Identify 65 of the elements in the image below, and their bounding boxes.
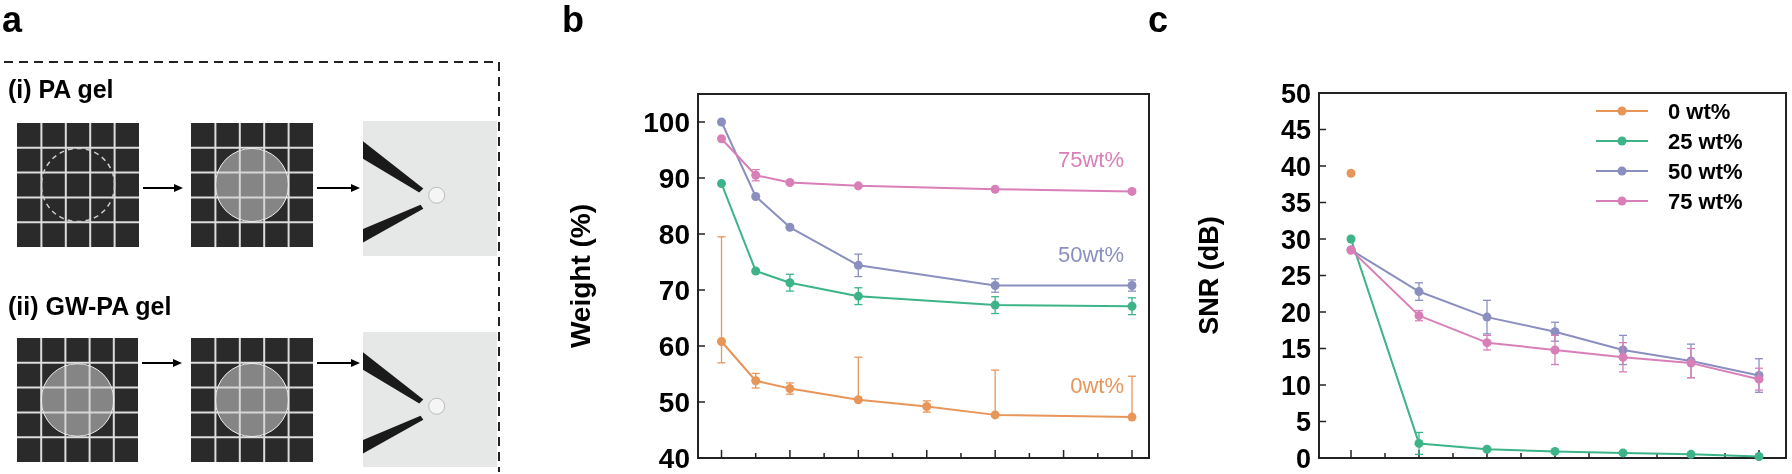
legend-label: 50 wt% bbox=[1668, 158, 1743, 184]
point bbox=[990, 184, 1000, 194]
point bbox=[1482, 444, 1492, 454]
point bbox=[990, 410, 1000, 420]
y-tick-label: 45 bbox=[1280, 115, 1311, 146]
y-tick-label: 70 bbox=[658, 275, 690, 307]
point bbox=[1754, 452, 1764, 462]
point bbox=[853, 181, 863, 191]
text: (i) PA gel bbox=[8, 75, 114, 103]
point bbox=[1414, 287, 1424, 297]
point bbox=[785, 177, 795, 187]
y-tick-label: 40 bbox=[1280, 151, 1311, 182]
y-tick-label: 35 bbox=[1280, 188, 1311, 219]
y-tick-label: 50 bbox=[658, 387, 690, 419]
legend-label: 75 wt% bbox=[1668, 188, 1743, 214]
point bbox=[1618, 352, 1628, 362]
y-tick-label: 25 bbox=[1280, 261, 1311, 292]
point bbox=[785, 222, 795, 232]
y-tick-label: 30 bbox=[1280, 224, 1311, 255]
point bbox=[1550, 446, 1560, 456]
point bbox=[1618, 448, 1628, 458]
point bbox=[751, 266, 761, 276]
point bbox=[1482, 338, 1492, 348]
y-axis-title: SNR (dB) bbox=[1194, 216, 1224, 335]
point bbox=[1686, 449, 1696, 459]
legend-label: 0 wt% bbox=[1668, 98, 1731, 124]
y-tick-label: 15 bbox=[1280, 334, 1311, 365]
chart-title: b bbox=[562, 0, 584, 40]
series-label: 50wt% bbox=[1057, 241, 1124, 267]
point bbox=[990, 300, 1000, 310]
y-tick-label: 100 bbox=[643, 107, 690, 139]
y-axis-title: Weight (%) bbox=[565, 203, 596, 349]
point bbox=[1482, 312, 1492, 322]
y-tick-label: 0 bbox=[1295, 443, 1311, 474]
y-tick-label: 60 bbox=[658, 331, 690, 363]
point bbox=[1550, 345, 1560, 355]
y-tick-label: 5 bbox=[1295, 407, 1311, 438]
text: a bbox=[2, 0, 23, 40]
point bbox=[1127, 186, 1137, 196]
legend-label: 25 wt% bbox=[1668, 128, 1743, 154]
text: (ii) GW-PA gel bbox=[8, 292, 172, 320]
point bbox=[853, 260, 863, 270]
point bbox=[717, 117, 726, 127]
y-tick-label: 10 bbox=[1280, 370, 1311, 401]
point bbox=[785, 278, 795, 288]
y-tick-label: 80 bbox=[658, 219, 690, 251]
chart-title: c bbox=[1148, 0, 1169, 40]
point bbox=[1127, 301, 1137, 311]
y-tick-label: 20 bbox=[1280, 297, 1311, 328]
point bbox=[1127, 412, 1137, 422]
y-tick-label: 50 bbox=[1280, 78, 1311, 109]
point bbox=[751, 376, 761, 386]
point bbox=[717, 179, 726, 189]
point bbox=[853, 395, 863, 405]
point bbox=[853, 291, 863, 301]
point bbox=[1414, 438, 1424, 448]
series-label: 75wt% bbox=[1057, 147, 1124, 173]
point bbox=[1346, 234, 1356, 244]
point bbox=[717, 337, 726, 347]
y-tick-label: 90 bbox=[658, 163, 690, 195]
point bbox=[751, 191, 761, 201]
point bbox=[717, 134, 726, 144]
y-tick-label: 40 bbox=[658, 443, 690, 474]
series-label: 0wt% bbox=[1070, 373, 1124, 399]
point bbox=[1346, 168, 1356, 178]
